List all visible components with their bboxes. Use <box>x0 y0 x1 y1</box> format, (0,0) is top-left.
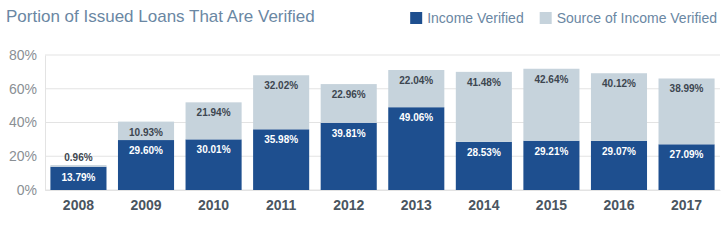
y-tick: 80% <box>9 47 45 63</box>
data-label: 10.93% <box>129 127 163 138</box>
bar-segment <box>523 141 579 190</box>
x-tick: 2010 <box>198 190 229 213</box>
data-label: 29.60% <box>129 145 163 156</box>
bar-segment <box>321 123 377 190</box>
y-tick-label: 60% <box>9 81 37 97</box>
legend-swatch <box>410 12 422 24</box>
bar-segment <box>118 122 174 140</box>
data-label: 22.04% <box>399 75 433 86</box>
data-label: 22.96% <box>332 89 366 100</box>
data-label: 29.07% <box>602 146 636 157</box>
data-label: 39.81% <box>332 128 366 139</box>
x-tick: 2008 <box>63 190 94 213</box>
bar-segment <box>118 140 174 190</box>
x-tick-label: 2008 <box>63 197 94 213</box>
data-label: 29.21% <box>534 146 568 157</box>
x-tick: 2015 <box>536 190 567 213</box>
bar-segment <box>659 144 715 190</box>
bar-segment <box>50 167 106 190</box>
grid-line <box>45 55 720 56</box>
x-tick-label: 2015 <box>536 197 567 213</box>
bar-segment <box>50 165 106 167</box>
data-labels: 13.79% 29.60% 30.01% 35.98% 39.81% 49.06% 28.5… <box>61 74 703 183</box>
bar-segment <box>456 72 512 142</box>
x-tick-label: 2016 <box>603 197 634 213</box>
legend-swatch <box>540 12 552 24</box>
x-tick: 2014 <box>468 190 499 213</box>
bar-segment <box>253 129 309 190</box>
y-tick: 20% <box>9 148 45 164</box>
x-tick-label: 2017 <box>671 197 702 213</box>
x-tick-label: 2009 <box>130 197 161 213</box>
bars <box>50 69 714 190</box>
y-tick-label: 20% <box>9 148 37 164</box>
data-label: 30.01% <box>197 144 231 155</box>
x-axis-line <box>46 190 721 191</box>
bar-segment <box>523 69 579 141</box>
x-axis: 2008 2009 2010 2011 2012 2013 2014 2015 2016 2017 <box>46 190 721 213</box>
bar-segment <box>456 142 512 190</box>
legend-label: Source of Income Verified <box>557 10 717 26</box>
y-tick-label: 80% <box>9 47 37 63</box>
data-label: 49.06% <box>399 112 433 123</box>
bar-segment <box>659 78 715 144</box>
data-label: 42.64% <box>534 74 568 85</box>
x-tick-label: 2010 <box>198 197 229 213</box>
chart: 13.79% 29.60% 30.01% 35.98% 39.81% 49.06% 28.5… <box>0 0 725 227</box>
data-label: 13.79% <box>61 172 95 183</box>
y-tick: 0% <box>17 182 45 198</box>
y-axis-line <box>45 56 46 191</box>
data-label: 28.53% <box>467 147 501 158</box>
data-label: 40.12% <box>602 78 636 89</box>
x-tick-label: 2013 <box>401 197 432 213</box>
bar-segment <box>388 107 444 190</box>
x-tick: 2013 <box>401 190 432 213</box>
x-tick: 2017 <box>671 190 702 213</box>
x-tick-label: 2012 <box>333 197 364 213</box>
bar-segment <box>388 70 444 107</box>
data-label: 27.09% <box>670 149 704 160</box>
x-tick: 2011 <box>266 190 297 213</box>
bar-segment <box>186 139 242 190</box>
bar-segment <box>591 141 647 190</box>
data-label: 41.48% <box>467 77 501 88</box>
bar-segment <box>186 102 242 139</box>
y-tick-label: 40% <box>9 114 37 130</box>
bar-segment <box>591 73 647 141</box>
y-tick-label: 0% <box>17 182 37 198</box>
y-tick: 60% <box>9 81 45 97</box>
y-axis: 0% 20% 40% 60% 80% <box>9 47 46 198</box>
x-tick: 2016 <box>603 190 634 213</box>
x-tick-label: 2014 <box>468 197 499 213</box>
data-label: 35.98% <box>264 134 298 145</box>
legend-label: Income Verified <box>427 10 524 26</box>
data-label: 21.94% <box>197 107 231 118</box>
x-tick: 2012 <box>333 190 364 213</box>
x-tick: 2009 <box>130 190 161 213</box>
x-tick-label: 2011 <box>266 197 297 213</box>
bar-segment <box>321 84 377 123</box>
grid <box>45 55 720 190</box>
legend-item: Income Verified <box>410 10 524 26</box>
data-label: 38.99% <box>670 83 704 94</box>
data-label: 0.96% <box>64 152 92 163</box>
data-label: 32.02% <box>264 80 298 91</box>
legend-item: Source of Income Verified <box>540 10 717 26</box>
y-tick: 40% <box>9 114 45 130</box>
legend: Income Verified Source of Income Verified <box>410 10 717 26</box>
bar-segment <box>253 75 309 129</box>
title: Portion of Issued Loans That Are Verifie… <box>6 7 315 26</box>
